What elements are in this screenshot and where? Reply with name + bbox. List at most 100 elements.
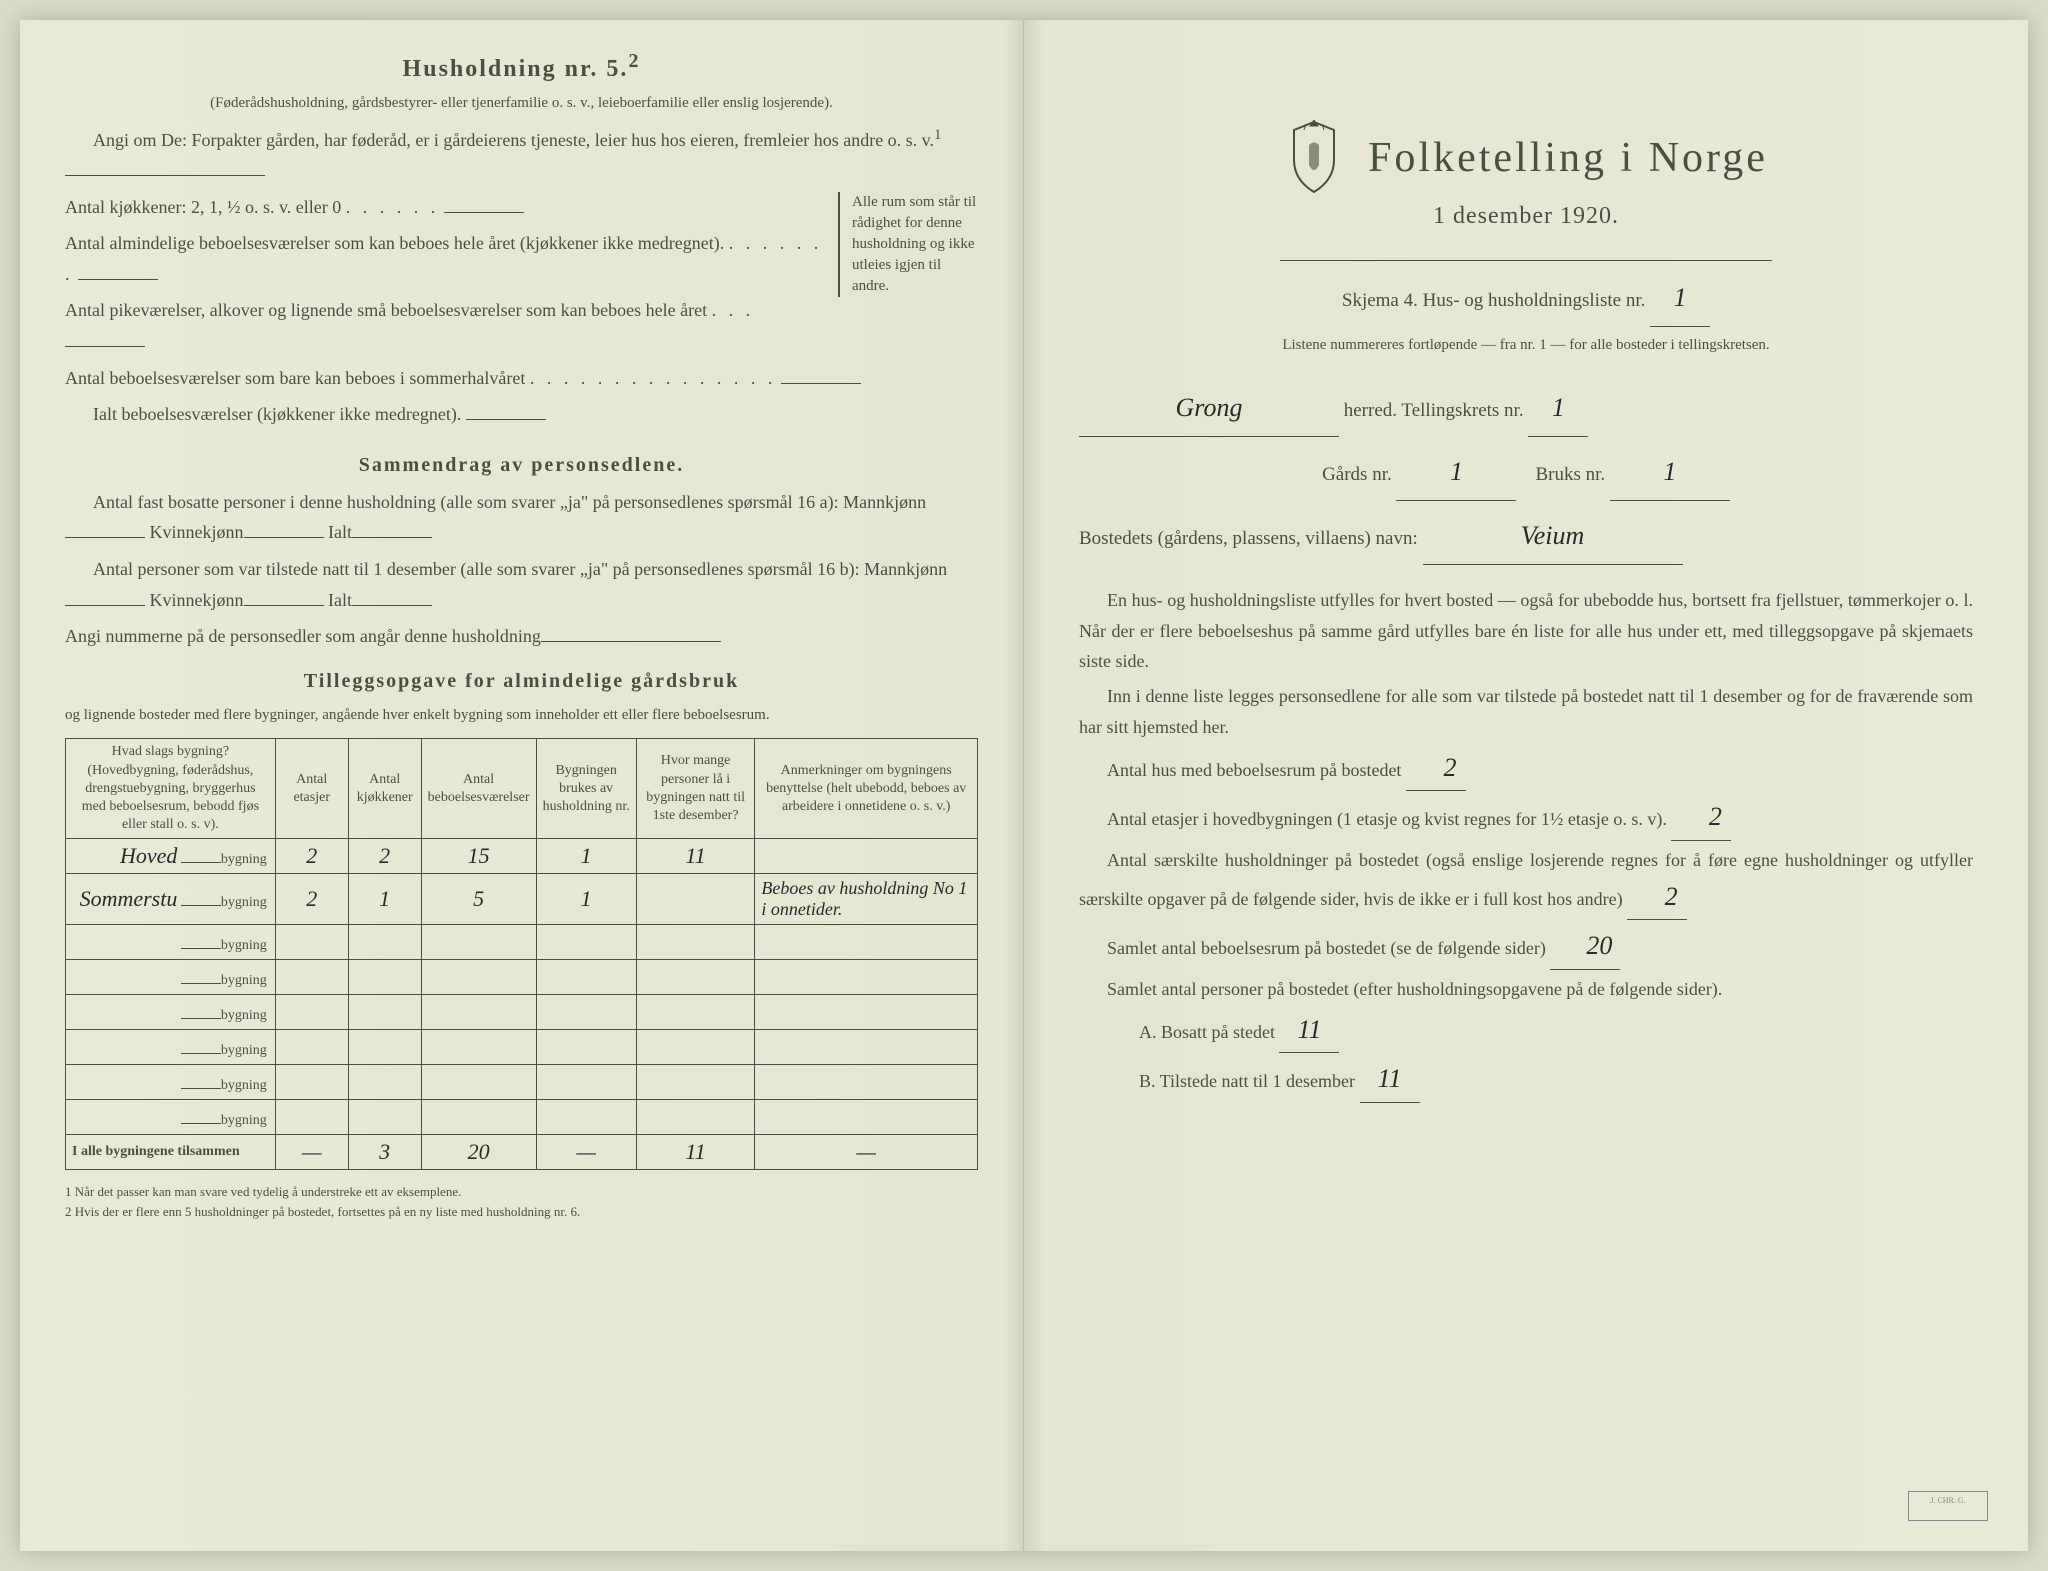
th-0: Hvad slags bygning? (Hovedbygning, føder… [66,739,276,839]
divider [1280,260,1772,261]
cell [275,1100,348,1135]
cell [348,960,421,995]
room-line-1: Antal pikeværelser, alkover og lignende … [65,295,978,356]
household-subtitle: (Føderådshusholdning, gårdsbestyrer- ell… [65,91,978,117]
total-4: 11 [636,1135,755,1170]
q2: Antal etasjer i hovedbygningen (1 etasje… [1079,795,1973,840]
census-document: Husholdning nr. 5.2 (Føderådshusholdning… [20,20,2028,1551]
cell: 5 [421,874,536,925]
para1: En hus- og husholdningsliste utfylles fo… [1079,585,1973,677]
right-page: Folketelling i Norge 1 desember 1920. Sk… [1024,20,2028,1551]
cell [348,925,421,960]
summary-p1: Antal fast bosatte personer i denne hush… [65,487,978,548]
th-6: Anmerkninger om bygningens benyttelse (h… [755,739,978,839]
cell [536,1100,636,1135]
cell [348,1030,421,1065]
th-4: Bygningen brukes av husholdning nr. [536,739,636,839]
title-block: Folketelling i Norge 1 desember 1920. [1079,120,1973,230]
tillegg-heading: Tilleggsopgave for almindelige gårdsbruk [65,670,978,693]
cell [755,995,978,1030]
cell: 1 [536,839,636,874]
total-label: I alle bygningene tilsammen [66,1135,276,1170]
bosted-line: Bostedets (gårdens, plassens, villaens) … [1079,507,1973,565]
q3: Antal særskilte husholdninger på bostede… [1079,845,1973,921]
row-label: bygning [66,960,276,995]
listene-line: Listene nummereres fortløpende — fra nr.… [1079,333,1973,359]
total-3: — [536,1135,636,1170]
cell: 11 [636,839,755,874]
cell [536,960,636,995]
cell [636,1065,755,1100]
cell [536,1030,636,1065]
cell [421,995,536,1030]
cell: Beboes av husholdning No 1 i onnetider. [755,874,978,925]
cell [275,995,348,1030]
cell [636,874,755,925]
table-row: bygning [66,1030,978,1065]
tellingskrets-value: 1 [1528,379,1588,437]
cell: 1 [348,874,421,925]
household-heading: Husholdning nr. 5.2 [65,50,978,83]
cell: 2 [275,839,348,874]
cell [348,1065,421,1100]
total-5: — [755,1135,978,1170]
left-page: Husholdning nr. 5.2 (Føderådshusholdning… [20,20,1024,1551]
row-label: bygning [66,1100,276,1135]
summary-heading: Sammendrag av personsedlene. [65,454,978,477]
th-5: Hvor mange personer lå i bygningen natt … [636,739,755,839]
cell: 15 [421,839,536,874]
room-line-2: Antal beboelsesværelser som bare kan beb… [65,363,978,394]
cell: 2 [275,874,348,925]
herred-value: Grong [1079,379,1339,437]
cell [755,1100,978,1135]
th-2: Antal kjøkkener [348,739,421,839]
skjema-line: Skjema 4. Hus- og husholdningsliste nr. … [1079,269,1973,327]
tillegg-sub: og lignende bosteder med flere bygninger… [65,703,978,729]
qA-value: 11 [1279,1008,1339,1053]
cell [348,995,421,1030]
th-1: Antal etasjer [275,739,348,839]
q5: Samlet antal personer på bostedet (efter… [1079,974,1973,1005]
summary-p3: Angi nummerne på de personsedler som ang… [65,621,978,652]
cell [421,925,536,960]
total-0: — [275,1135,348,1170]
cell [275,1065,348,1100]
cell [536,925,636,960]
row-label: bygning [66,995,276,1030]
building-table: Hvad slags bygning? (Hovedbygning, føder… [65,738,978,1170]
table-row: Sommerstu bygning2151Beboes av husholdni… [66,874,978,925]
cell [536,1065,636,1100]
main-title: Folketelling i Norge [1368,134,1768,182]
gards-line: Gårds nr. 1 Bruks nr. 1 [1079,443,1973,501]
bosted-value: Veium [1423,507,1683,565]
qB: B. Tilstede natt til 1 desember 11 [1079,1057,1973,1102]
qB-value: 11 [1360,1057,1420,1102]
table-row: bygning [66,925,978,960]
cell [421,960,536,995]
row-label: bygning [66,925,276,960]
cell [755,925,978,960]
cell [275,1030,348,1065]
angi-line: Angi om De: Forpakter gården, har føderå… [65,123,978,186]
total-2: 20 [421,1135,536,1170]
cell [421,1065,536,1100]
cell [755,960,978,995]
cell [755,1030,978,1065]
q1-value: 2 [1406,746,1466,791]
row-label: Sommerstu bygning [66,874,276,925]
footnotes: 1 Når det passer kan man svare ved tydel… [65,1182,978,1221]
cell [421,1030,536,1065]
cell [275,925,348,960]
cell [755,839,978,874]
cell [636,925,755,960]
cell [755,1065,978,1100]
table-row: Hoved bygning2215111 [66,839,978,874]
q2-value: 2 [1671,795,1731,840]
q4: Samlet antal beboelsesrum på bostedet (s… [1079,924,1973,969]
gards-value: 1 [1396,443,1516,501]
footnote-1: 1 Når det passer kan man svare ved tydel… [65,1182,978,1202]
skjema-value: 1 [1650,269,1710,327]
cell [636,1100,755,1135]
table-header-row: Hvad slags bygning? (Hovedbygning, føder… [66,739,978,839]
row-label: bygning [66,1030,276,1065]
